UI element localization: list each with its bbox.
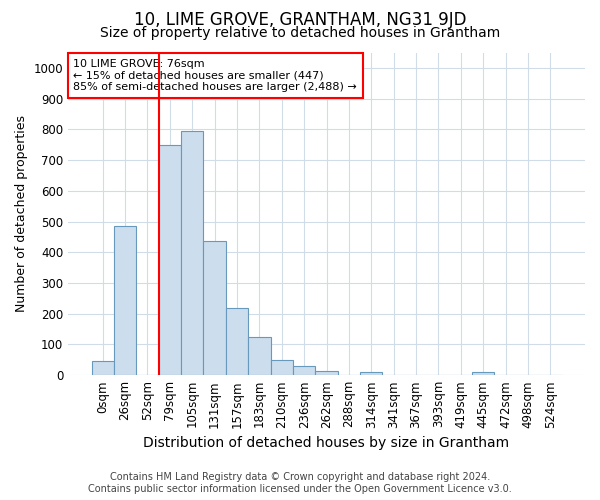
Bar [360,372,382,375]
Text: 10, LIME GROVE, GRANTHAM, NG31 9JD: 10, LIME GROVE, GRANTHAM, NG31 9JD [134,11,466,29]
Bar [472,372,494,375]
Bar [293,366,316,375]
Bar [114,226,136,375]
Bar [158,144,181,375]
Bar [271,360,293,375]
Y-axis label: Number of detached properties: Number of detached properties [15,116,28,312]
Bar [226,308,248,375]
Bar [181,131,203,375]
Bar [248,337,271,375]
X-axis label: Distribution of detached houses by size in Grantham: Distribution of detached houses by size … [143,436,509,450]
Text: Contains HM Land Registry data © Crown copyright and database right 2024.
Contai: Contains HM Land Registry data © Crown c… [88,472,512,494]
Bar [92,362,114,375]
Text: 10 LIME GROVE: 76sqm
← 15% of detached houses are smaller (447)
85% of semi-deta: 10 LIME GROVE: 76sqm ← 15% of detached h… [73,59,357,92]
Bar [316,370,338,375]
Text: Size of property relative to detached houses in Grantham: Size of property relative to detached ho… [100,26,500,40]
Bar [203,242,226,375]
